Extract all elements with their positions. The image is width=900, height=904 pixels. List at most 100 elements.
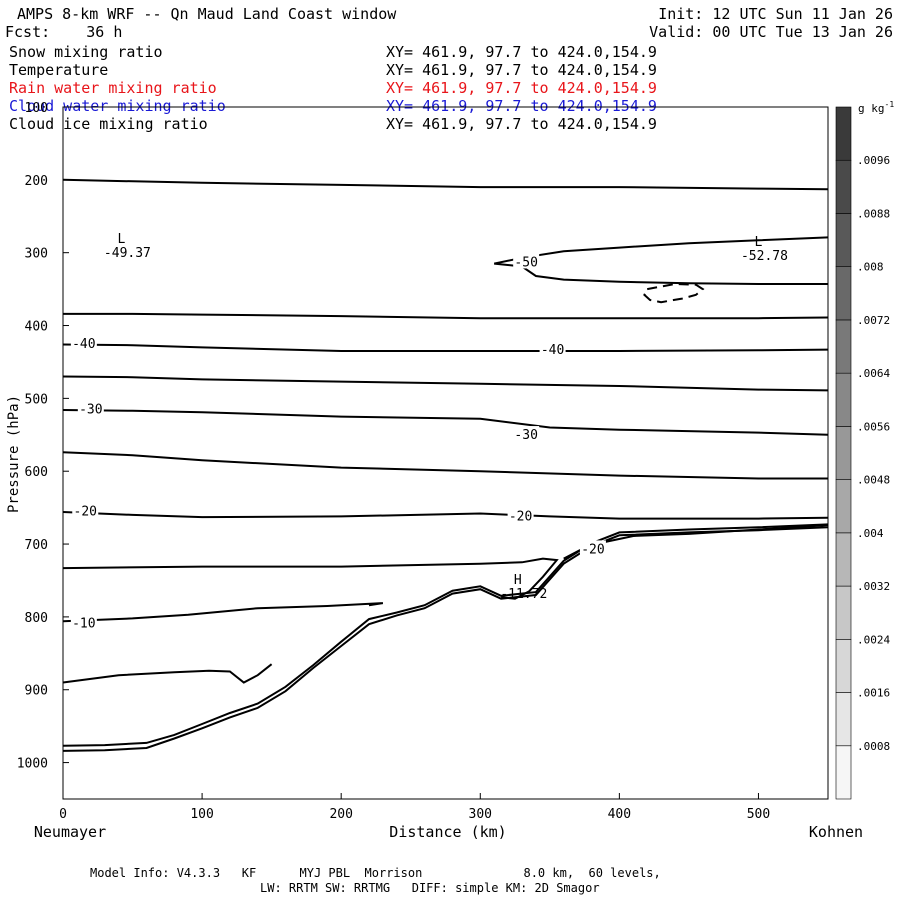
colorbar-tick-label: .0048 <box>857 474 890 487</box>
colorbar-tick-label: .0008 <box>857 740 890 753</box>
colorbar-segment <box>835 266 852 321</box>
contour-label-background <box>539 340 566 356</box>
contour-label-background <box>77 400 104 416</box>
isotherm-line <box>62 451 828 480</box>
contour-label: -40 <box>72 337 95 352</box>
plot-frame <box>62 106 829 800</box>
field-name: Cloud ice mixing ratio <box>9 115 208 133</box>
extremum-value: -52.78 <box>741 249 788 264</box>
extremum-value: -49.37 <box>104 246 151 261</box>
colorbar-segment <box>835 479 852 534</box>
contour-labels: -50 -40 -40 -30 -30 -20 -20 -20 -10 <box>70 253 606 632</box>
contour-label: -20 <box>74 505 97 520</box>
terrain-line <box>62 523 829 747</box>
colorbar-tick-label: .0096 <box>857 154 890 167</box>
y-tick-label: 300 <box>25 247 48 262</box>
extremum-type: L <box>118 232 126 247</box>
isotherm-line <box>62 409 829 436</box>
colorbar-segment <box>835 159 852 214</box>
field-xy: XY= 461.9, 97.7 to 424.0,154.9 <box>386 115 657 133</box>
isotherm-line <box>62 511 829 520</box>
chart-header: AMPS 8-km WRF -- Qn Maud Land Coast wind… <box>5 5 893 41</box>
isotherm-line <box>62 178 829 191</box>
colorbar-tick-label: .0064 <box>857 367 890 380</box>
contour-label-background <box>72 502 99 518</box>
colorbar-segment <box>835 692 852 747</box>
model-info-line2: LW: RRTM SW: RRTMG DIFF: simple KM: 2D S… <box>260 881 600 895</box>
extrema-labels: L-49.37L-52.78H-11.72 <box>104 232 788 602</box>
contour-label-background <box>513 426 540 442</box>
y-tick-label: 100 <box>25 101 48 116</box>
x-endpoint-right: Kohnen <box>809 823 863 841</box>
contour-label-background <box>507 507 534 523</box>
x-axis-label: Distance (km) <box>389 823 506 841</box>
x-tick-label: 0 <box>59 807 67 822</box>
contour-label: -30 <box>79 403 102 418</box>
cloud-ice-contour <box>643 282 705 304</box>
isotherm-line <box>63 312 829 320</box>
field-name: Temperature <box>9 61 108 79</box>
colorbar-segment <box>835 319 852 374</box>
extremum-type: L <box>755 235 763 250</box>
isotherm-line <box>62 343 829 352</box>
isotherm-line <box>62 602 384 623</box>
contour-label-background <box>513 253 540 269</box>
x-tick-label: 400 <box>608 807 631 822</box>
contour-label-background <box>70 335 97 351</box>
isotherm-line <box>62 663 273 684</box>
contour-label: -10 <box>72 617 95 632</box>
contour-label: -20 <box>581 542 604 557</box>
forecast-hour: Fcst: 36 h <box>5 23 122 41</box>
contour-label: -20 <box>509 510 532 525</box>
contour-label-background <box>70 614 97 630</box>
colorbar-unit: g kg-1 <box>858 100 894 115</box>
y-tick-label: 1000 <box>17 757 48 772</box>
field-xy: XY= 461.9, 97.7 to 424.0,154.9 <box>386 79 657 97</box>
colorbar-tick-label: .0032 <box>857 580 890 593</box>
field-xy: XY= 461.9, 97.7 to 424.0,154.9 <box>386 97 657 115</box>
isotherm-line <box>62 557 559 600</box>
extremum-type: H <box>514 573 522 588</box>
y-tick-label: 900 <box>25 684 48 699</box>
y-tick-label: 800 <box>25 611 48 626</box>
colorbar-segment <box>835 585 852 640</box>
colorbar-tick-label: .0056 <box>857 420 890 433</box>
x-tick-label: 100 <box>190 807 213 822</box>
y-tick-label: 500 <box>25 392 48 407</box>
x-tick-label: 500 <box>747 807 770 822</box>
isotherm-line <box>494 262 828 285</box>
colorbar-tick-label: .0016 <box>857 687 890 700</box>
terrain-outline <box>62 523 829 752</box>
field-name: Rain water mixing ratio <box>9 79 217 97</box>
colorbar-segment <box>835 213 852 267</box>
colorbar-segment <box>835 745 852 800</box>
colorbar: g kg-1 .0096 .0088 .008 .0072 .0064 .0056 .004… <box>835 100 894 800</box>
colorbar-tick-label: .0072 <box>857 314 890 327</box>
y-tick-label: 600 <box>25 465 48 480</box>
y-tick-label: 400 <box>25 320 48 335</box>
cloud-ice-contours <box>643 282 705 304</box>
model-info-line1: Model Info: V4.3.3 KF MYJ PBL Morrison 8… <box>90 866 661 880</box>
y-tick-label: 200 <box>25 174 48 189</box>
field-xy: XY= 461.9, 97.7 to 424.0,154.9 <box>386 61 657 79</box>
colorbar-unit-base: g kg <box>858 102 885 115</box>
y-axis-label: Pressure (hPa) <box>6 395 22 513</box>
colorbar-segment <box>835 532 852 587</box>
temperature-contours <box>62 178 829 684</box>
contour-label: -30 <box>514 428 537 443</box>
valid-time: Valid: 00 UTC Tue 13 Jan 26 <box>649 23 893 41</box>
init-time: Init: 12 UTC Sun 11 Jan 26 <box>658 5 893 23</box>
colorbar-segment <box>835 372 852 427</box>
terrain-line <box>62 526 829 752</box>
colorbar-unit-exponent: -1 <box>885 100 895 109</box>
contour-label: -50 <box>514 255 537 270</box>
colorbar-tick-label: .008 <box>857 261 884 274</box>
x-endpoint-left: Neumayer <box>34 823 106 841</box>
y-axis: 100 200 300 400 500 600 700 800 900 1000 <box>17 101 69 772</box>
contour-label: -40 <box>541 343 564 358</box>
extremum-value: -11.72 <box>500 587 547 602</box>
y-tick-label: 700 <box>25 538 48 553</box>
colorbar-segment <box>835 426 852 480</box>
